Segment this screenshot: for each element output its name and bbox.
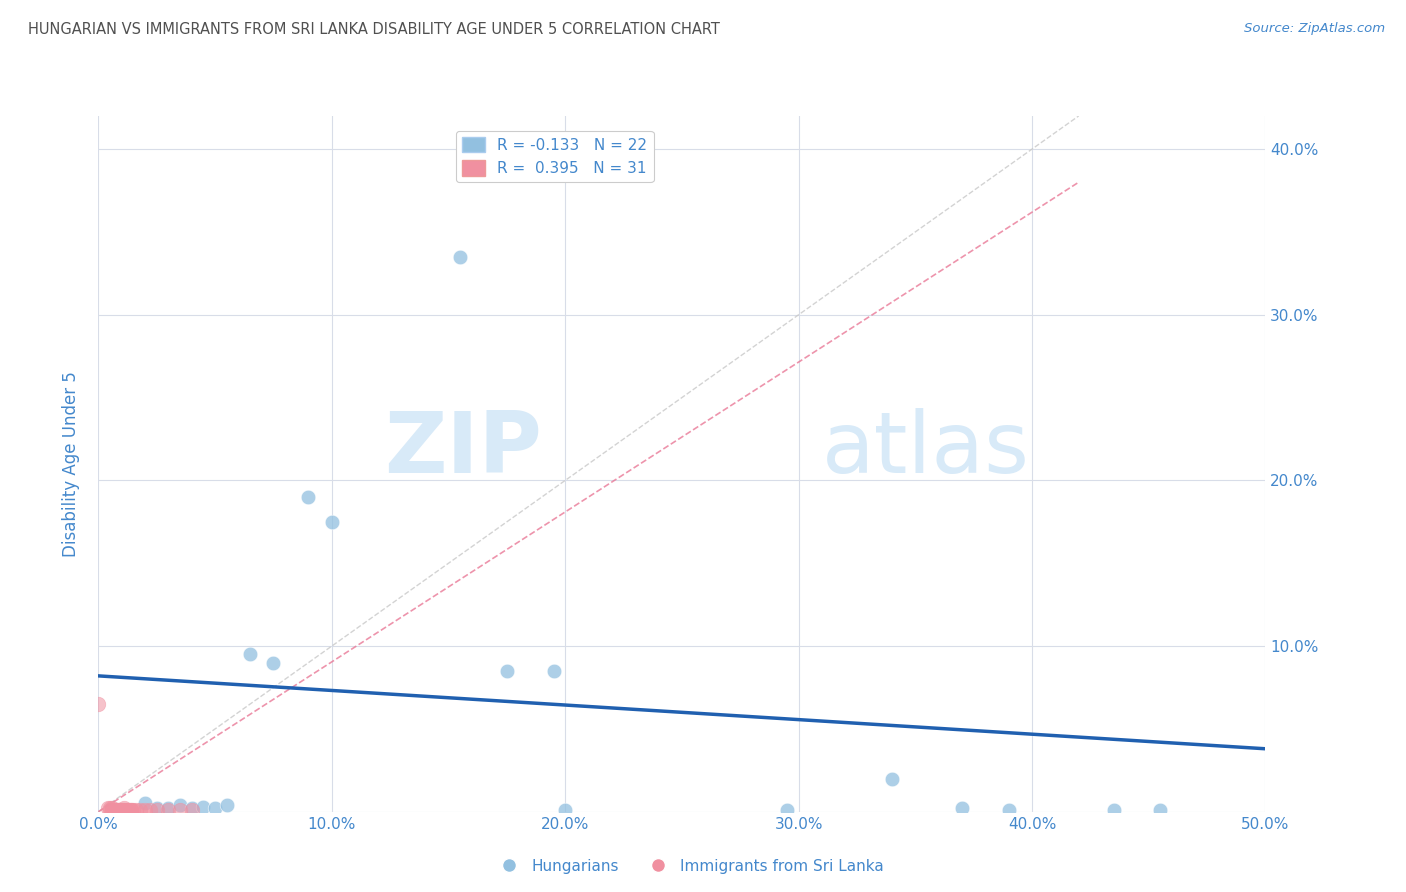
Point	[180, 803, 202, 817]
Point	[543, 664, 565, 678]
Point	[97, 801, 120, 815]
Legend: Hungarians, Immigrants from Sri Lanka: Hungarians, Immigrants from Sri Lanka	[488, 853, 890, 880]
Point	[262, 656, 284, 670]
Point	[180, 801, 202, 815]
Point	[139, 803, 162, 817]
Point	[997, 803, 1019, 817]
Point	[950, 801, 973, 815]
Point	[134, 797, 156, 811]
Text: HUNGARIAN VS IMMIGRANTS FROM SRI LANKA DISABILITY AGE UNDER 5 CORRELATION CHART: HUNGARIAN VS IMMIGRANTS FROM SRI LANKA D…	[28, 22, 720, 37]
Point	[1149, 803, 1171, 817]
Point	[776, 803, 799, 817]
Point	[169, 798, 191, 813]
Point	[146, 801, 169, 815]
Point	[129, 803, 152, 817]
Point	[105, 803, 128, 817]
Point	[125, 803, 148, 817]
Point	[120, 803, 142, 817]
Point	[108, 803, 131, 817]
Text: Source: ZipAtlas.com: Source: ZipAtlas.com	[1244, 22, 1385, 36]
Point	[98, 801, 121, 815]
Y-axis label: Disability Age Under 5: Disability Age Under 5	[62, 371, 80, 557]
Point	[146, 803, 169, 817]
Point	[111, 803, 134, 817]
Point	[104, 803, 127, 817]
Point	[101, 803, 124, 817]
Point	[104, 803, 127, 817]
Point	[108, 803, 131, 817]
Text: atlas: atlas	[823, 409, 1031, 491]
Point	[239, 648, 262, 662]
Point	[118, 803, 141, 817]
Point	[112, 803, 135, 817]
Point	[120, 803, 142, 817]
Point	[157, 801, 180, 815]
Point	[495, 664, 517, 678]
Point	[449, 250, 471, 264]
Text: ZIP: ZIP	[384, 409, 541, 491]
Point	[111, 803, 134, 817]
Point	[169, 803, 191, 817]
Point	[112, 801, 135, 815]
Point	[157, 803, 180, 817]
Point	[115, 803, 138, 817]
Point	[215, 798, 238, 813]
Point	[193, 799, 215, 814]
Point	[101, 801, 124, 815]
Point	[321, 515, 343, 529]
Point	[122, 803, 145, 817]
Point	[204, 801, 226, 815]
Point	[1102, 803, 1125, 817]
Point	[880, 772, 903, 786]
Point	[87, 697, 110, 711]
Point	[111, 803, 134, 817]
Point	[115, 803, 138, 817]
Legend: R = -0.133   N = 22, R =  0.395   N = 31: R = -0.133 N = 22, R = 0.395 N = 31	[456, 130, 654, 182]
Point	[98, 803, 121, 817]
Point	[554, 803, 576, 817]
Point	[297, 490, 319, 504]
Point	[105, 803, 128, 817]
Point	[134, 803, 156, 817]
